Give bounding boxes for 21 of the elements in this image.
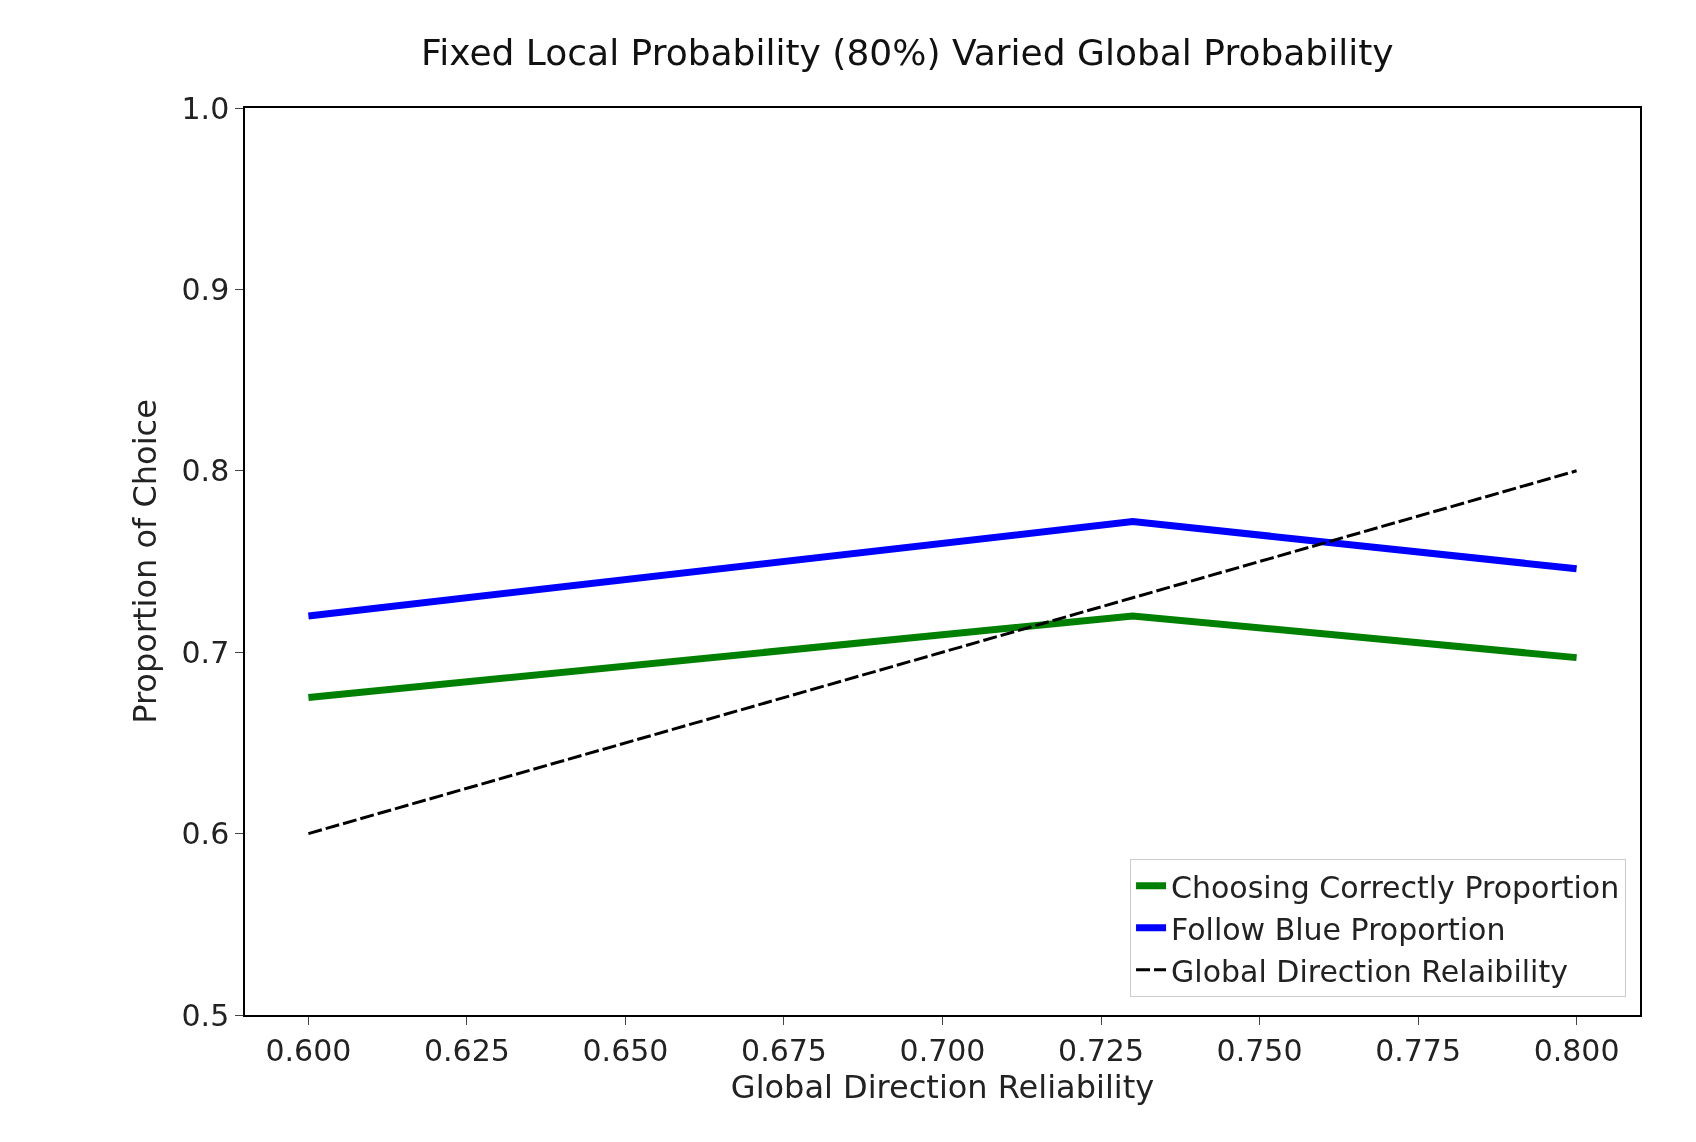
- x-axis-title: Global Direction Reliability: [730, 1067, 1155, 1106]
- legend-label: Global Direction Relaibility: [1171, 953, 1568, 989]
- y-tick-label: 0.7: [181, 634, 230, 670]
- x-tick-label: 0.725: [1058, 1032, 1144, 1068]
- y-tick-label: 0.9: [181, 271, 230, 307]
- y-axis-title: Proportion of Choice: [126, 399, 165, 724]
- legend-label: Choosing Correctly Proportion: [1171, 869, 1620, 905]
- x-tick-label: 0.750: [1216, 1032, 1303, 1068]
- legend-label: Follow Blue Proportion: [1171, 911, 1506, 947]
- x-tick-label: 0.650: [582, 1032, 669, 1068]
- chart-title: Fixed Local Probability (80%) Varied Global Probability: [421, 32, 1394, 74]
- y-tick-label: 0.6: [181, 816, 230, 852]
- x-tick-label: 0.775: [1375, 1032, 1462, 1068]
- x-tick-label: 0.800: [1533, 1032, 1620, 1068]
- y-tick-label: 1.0: [181, 90, 230, 126]
- x-tick-label: 0.600: [265, 1032, 352, 1068]
- y-tick-label: 0.5: [181, 997, 230, 1033]
- x-tick-label: 0.675: [741, 1032, 827, 1068]
- x-tick-label: 0.700: [899, 1032, 986, 1068]
- y-tick-label: 0.8: [181, 453, 230, 489]
- x-tick-label: 0.625: [423, 1032, 510, 1068]
